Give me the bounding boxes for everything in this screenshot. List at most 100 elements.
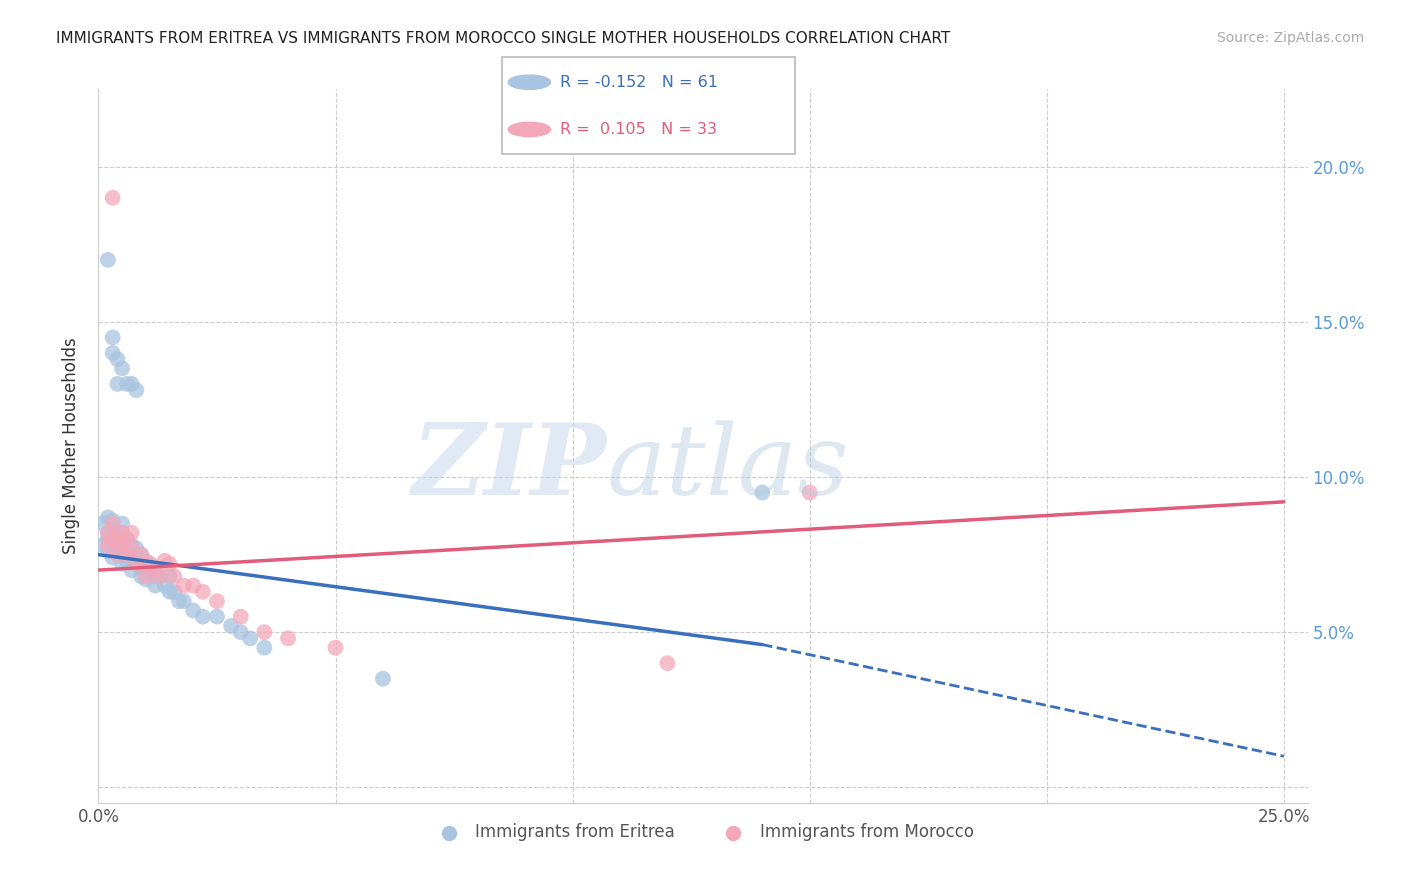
Text: atlas: atlas [606, 420, 849, 515]
Point [121, 525, 143, 540]
Point [121, 550, 143, 565]
Point [129, 569, 152, 583]
Point [97, 525, 120, 540]
Point [205, 609, 228, 624]
Point [121, 541, 143, 556]
Point [371, 672, 394, 686]
Point [105, 535, 128, 549]
Point [143, 563, 166, 577]
Point [115, 548, 138, 562]
Point [115, 376, 138, 391]
Point [159, 557, 181, 571]
Point [149, 569, 172, 583]
Point [101, 191, 124, 205]
Point [125, 557, 148, 571]
Point [125, 383, 148, 397]
Text: R =  0.105   N = 33: R = 0.105 N = 33 [560, 122, 717, 137]
Circle shape [508, 75, 551, 89]
Point [115, 532, 138, 546]
Point [229, 625, 252, 640]
Point [105, 525, 128, 540]
Y-axis label: Single Mother Households: Single Mother Households [62, 338, 80, 554]
Point [173, 594, 195, 608]
Point [111, 548, 134, 562]
Point [125, 541, 148, 556]
Point [101, 330, 124, 344]
Point [111, 361, 134, 376]
Point [97, 525, 120, 540]
Point [173, 579, 195, 593]
Point [159, 584, 181, 599]
Point [111, 516, 134, 531]
Point [105, 352, 128, 367]
Point [101, 513, 124, 527]
Point [181, 603, 204, 617]
Point [129, 560, 152, 574]
Point [139, 563, 162, 577]
Point [163, 569, 186, 583]
Point [239, 632, 262, 646]
Legend: Immigrants from Eritrea, Immigrants from Morocco: Immigrants from Eritrea, Immigrants from… [425, 817, 981, 848]
Point [105, 376, 128, 391]
FancyBboxPatch shape [502, 56, 796, 154]
Point [115, 532, 138, 546]
Point [121, 376, 143, 391]
Text: Source: ZipAtlas.com: Source: ZipAtlas.com [1216, 31, 1364, 45]
Point [97, 544, 120, 558]
Point [101, 532, 124, 546]
Text: ZIP: ZIP [412, 419, 606, 516]
Point [129, 548, 152, 562]
Point [191, 609, 214, 624]
Point [143, 579, 166, 593]
Point [97, 532, 120, 546]
Point [799, 485, 821, 500]
Point [101, 532, 124, 546]
Point [135, 557, 157, 571]
Point [105, 532, 128, 546]
Point [253, 640, 276, 655]
Point [97, 510, 120, 524]
Point [143, 569, 166, 583]
Point [159, 569, 181, 583]
Point [97, 538, 120, 552]
Point [135, 563, 157, 577]
Point [191, 584, 214, 599]
Point [101, 541, 124, 556]
Point [111, 557, 134, 571]
Point [97, 252, 120, 267]
Point [153, 554, 176, 568]
Point [101, 346, 124, 360]
Text: IMMIGRANTS FROM ERITREA VS IMMIGRANTS FROM MOROCCO SINGLE MOTHER HOUSEHOLDS CORR: IMMIGRANTS FROM ERITREA VS IMMIGRANTS FR… [56, 31, 950, 46]
Point [111, 525, 134, 540]
Point [135, 573, 157, 587]
Point [219, 619, 242, 633]
Point [115, 544, 138, 558]
Point [121, 563, 143, 577]
Point [121, 538, 143, 552]
Point [129, 548, 152, 562]
Point [111, 538, 134, 552]
Point [135, 569, 157, 583]
Point [167, 594, 190, 608]
Point [657, 656, 679, 670]
Point [751, 485, 773, 500]
Point [105, 548, 128, 562]
Text: R = -0.152   N = 61: R = -0.152 N = 61 [560, 75, 717, 90]
Point [105, 544, 128, 558]
Point [253, 625, 276, 640]
Point [111, 538, 134, 552]
Point [139, 557, 162, 571]
Point [205, 594, 228, 608]
Point [153, 579, 176, 593]
Point [91, 516, 114, 531]
Point [277, 632, 299, 646]
Point [101, 550, 124, 565]
Point [135, 554, 157, 568]
Point [101, 523, 124, 537]
Point [325, 640, 347, 655]
Point [149, 569, 172, 583]
Point [91, 538, 114, 552]
Point [101, 516, 124, 531]
Point [111, 525, 134, 540]
Circle shape [508, 122, 551, 136]
